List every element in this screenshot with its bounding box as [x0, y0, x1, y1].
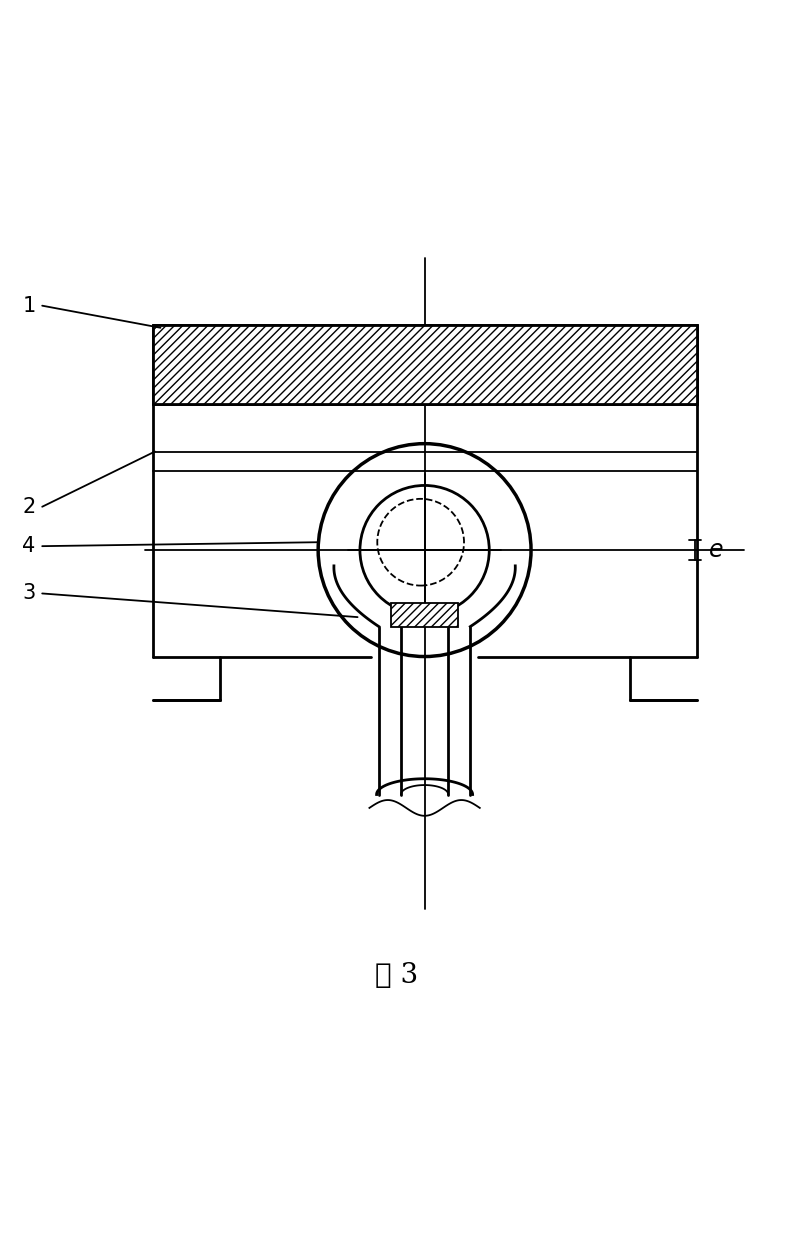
Text: 1: 1 — [22, 296, 36, 316]
Text: 图 3: 图 3 — [376, 962, 418, 989]
Text: 3: 3 — [22, 584, 36, 604]
Bar — [152, 325, 696, 404]
Text: e: e — [709, 538, 723, 561]
Bar — [391, 602, 457, 626]
Text: 4: 4 — [22, 536, 36, 556]
Text: 2: 2 — [22, 496, 36, 516]
